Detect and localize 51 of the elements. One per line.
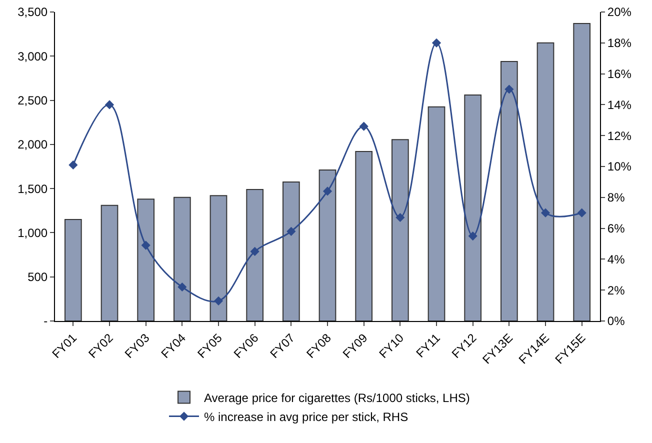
bar [318,170,336,321]
y2-tick-label: 12% [607,128,632,143]
point [214,296,224,306]
y-tick-label: 500 [28,270,48,284]
y-tick-label: 3,500 [18,5,48,20]
point [432,38,442,48]
y-tick-label: 3,000 [18,49,48,64]
y-tick-label: 2,000 [18,138,48,152]
y2-tick-label: 6% [607,222,626,236]
bar [536,42,554,321]
y2-tick-label: 18% [607,36,632,50]
y2-tick-label: 16% [607,67,632,81]
point [68,160,78,170]
bar [464,94,482,321]
point [540,208,550,218]
bar [391,139,409,321]
point [504,84,514,94]
legend-label: Average price for cigarettes (Rs/1000 sticks, LHS) [204,390,470,405]
y2-tick-label: 2% [607,283,626,298]
y2-tick-label: 20% [607,5,632,20]
legend-label: % increase in avg price per stick, RHS [204,410,408,424]
point [178,282,187,292]
bar [500,60,518,321]
y-tick-label: - [44,314,48,328]
y2-tick-label: 10% [607,160,632,174]
point [141,240,150,250]
bar [428,106,446,321]
bar [64,218,82,321]
bar [173,196,191,321]
point [468,231,478,241]
bar [573,22,591,321]
point [577,208,586,218]
bar [100,204,118,321]
point [359,122,368,131]
y2-tick-label: 4% [607,252,626,266]
y-tick-label: 1,000 [18,226,48,240]
y-tick-label: 2,500 [18,93,48,108]
bar [137,198,155,321]
y2-tick-label: 8% [607,190,626,205]
bar [246,188,264,321]
y2-tick-label: 0% [607,314,626,328]
point [396,212,405,222]
bar [355,150,373,321]
y2-tick-label: 14% [607,98,632,112]
bar [210,195,228,321]
point [104,100,114,110]
y-tick-label: 1,500 [18,182,48,196]
point [250,246,260,256]
bar [282,181,300,321]
point [322,186,332,196]
point [286,226,296,236]
